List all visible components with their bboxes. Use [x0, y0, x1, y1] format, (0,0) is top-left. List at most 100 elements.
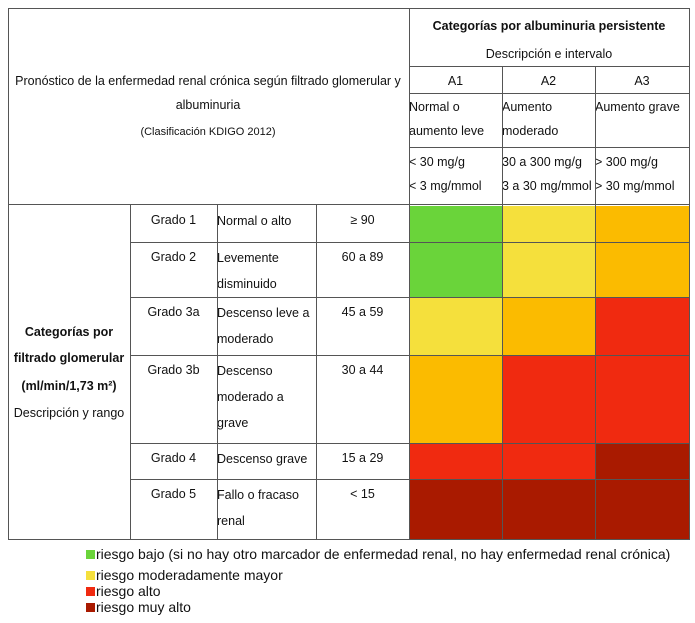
risk-cell-moderate [503, 206, 595, 242]
risk-cell-severe [596, 444, 689, 479]
gfr-description-line: moderado a [217, 390, 284, 404]
grid-line [130, 355, 690, 356]
gfr-description-cell: Descenso grave [217, 446, 316, 479]
grid-line [8, 8, 9, 540]
subtitle: (Clasificación KDIGO 2012) [140, 126, 276, 138]
gfr-description-line: Descenso [217, 364, 273, 378]
albuminuria-title: Categorías por albuminuria persistente [432, 19, 666, 33]
grid-line [689, 8, 690, 540]
grid-line [8, 539, 690, 540]
gfr-side-label: Categorías por filtrado glomerular (ml/m… [8, 205, 130, 539]
legend-label-veryhigh: riesgo muy alto [96, 599, 191, 615]
grid-line [130, 479, 690, 480]
legend-swatch-low [86, 550, 95, 559]
grid-line [409, 93, 690, 94]
col-a1-desc-line1: Normal o [409, 100, 460, 114]
grid-line [8, 8, 690, 9]
col-a1-range-line2: < 3 mg/mmol [409, 179, 482, 193]
risk-cell-veryhigh [503, 356, 595, 443]
risk-cell-high [410, 356, 502, 443]
risk-cell-veryhigh [503, 444, 595, 479]
side-line-1: Categorías por [24, 325, 114, 339]
albuminuria-subtitle: Descripción e intervalo [485, 47, 613, 61]
grid-line [595, 205, 596, 540]
gfr-description-line: disminuido [217, 277, 277, 291]
gfr-description-line: Levemente [217, 251, 279, 265]
gfr-range-cell: 15 a 29 [341, 451, 384, 465]
col-a1-range: < 30 mg/g < 3 mg/mmol [409, 150, 502, 202]
gfr-range-cell: 30 a 44 [341, 363, 384, 377]
grid-line [409, 147, 690, 148]
col-a2-range-line1: 30 a 300 mg/g [502, 155, 582, 169]
col-a3-range: > 300 mg/g > 30 mg/mmol [595, 150, 689, 202]
col-a2-desc-line1: Aumento [502, 100, 553, 114]
col-a1-range-line1: < 30 mg/g [409, 155, 465, 169]
col-a3-code: A3 [634, 74, 650, 88]
risk-cell-veryhigh [410, 444, 502, 479]
side-line-3: (ml/min/1,73 m²) [21, 379, 117, 393]
col-a2-range-line2: 3 a 30 mg/mmol [502, 179, 592, 193]
gfr-range-cell: 60 a 89 [341, 250, 384, 264]
risk-cell-veryhigh [596, 298, 689, 355]
col-a2-desc: Aumento moderado [502, 95, 595, 147]
legend-label-low: riesgo bajo (si no hay otro marcador de … [96, 546, 671, 562]
side-line-2: filtrado glomerular [13, 351, 125, 365]
col-a2-code: A2 [540, 74, 557, 88]
legend-swatch-moderate [86, 571, 95, 580]
risk-cell-veryhigh [596, 356, 689, 443]
legend-label-high: riesgo alto [96, 583, 161, 599]
grid-line [409, 8, 410, 205]
legend-swatch-veryhigh [86, 603, 95, 612]
risk-cell-low [410, 206, 502, 242]
side-line-4: Descripción y rango [13, 406, 125, 420]
grid-line [316, 205, 317, 540]
legend-label-moderate: riesgo moderadamente mayor [96, 567, 283, 583]
gfr-range-cell: ≥ 90 [350, 213, 375, 227]
risk-cell-moderate [410, 298, 502, 355]
gfr-range-cell: 45 a 59 [341, 305, 384, 319]
risk-cell-high [503, 298, 595, 355]
gfr-description-line: Normal o alto [217, 214, 292, 228]
grade-cell: Grado 1 [150, 213, 197, 227]
col-a1-desc: Normal o aumento leve [409, 95, 502, 147]
gfr-description-line: renal [217, 514, 245, 528]
risk-cell-severe [596, 480, 689, 539]
risk-cell-high [596, 243, 689, 297]
col-a2-range: 30 a 300 mg/g 3 a 30 mg/mmol [502, 150, 595, 202]
grid-line [130, 443, 690, 444]
title-line-2: albuminuria [175, 98, 241, 112]
gfr-description-cell: Normal o alto [217, 208, 316, 242]
gfr-description-line: Descenso grave [217, 452, 308, 466]
gfr-description-cell: Fallo o fracaso renal [217, 482, 316, 539]
col-a3-range-line1: > 300 mg/g [595, 155, 658, 169]
table-title: Pronóstico de la enfermedad renal crónic… [8, 8, 408, 204]
grid-line [502, 66, 503, 205]
col-a1-desc-line2: aumento leve [409, 124, 485, 138]
grade-cell: Grado 5 [150, 487, 197, 501]
risk-cell-moderate [503, 243, 595, 297]
gfr-description-line: grave [217, 416, 249, 430]
gfr-range-cell: < 15 [350, 487, 375, 501]
gfr-description-cell: Descenso leve a moderado [217, 300, 316, 355]
gfr-description-cell: Descenso moderado a grave [217, 358, 316, 443]
grid-line [8, 204, 690, 205]
col-a2-desc-line2: moderado [502, 124, 559, 138]
risk-cell-severe [503, 480, 595, 539]
grid-line [502, 205, 503, 540]
risk-cell-low [410, 243, 502, 297]
grid-line [595, 66, 596, 205]
risk-cell-high [596, 206, 689, 242]
grid-line [409, 66, 690, 67]
risk-cell-severe [410, 480, 502, 539]
grid-line [409, 205, 410, 540]
gfr-description-line: Fallo o fracaso [217, 488, 299, 502]
grade-cell: Grado 3b [147, 363, 200, 377]
title-line-1: Pronóstico de la enfermedad renal crónic… [15, 74, 401, 88]
col-a3-desc: Aumento grave [595, 95, 689, 147]
gfr-description-line: Descenso leve a [217, 306, 310, 320]
col-a3-range-line2: > 30 mg/mmol [595, 179, 675, 193]
grid-line [130, 242, 690, 243]
grid-line [130, 205, 131, 540]
grade-cell: Grado 3a [147, 305, 200, 319]
grade-cell: Grado 4 [150, 451, 197, 465]
